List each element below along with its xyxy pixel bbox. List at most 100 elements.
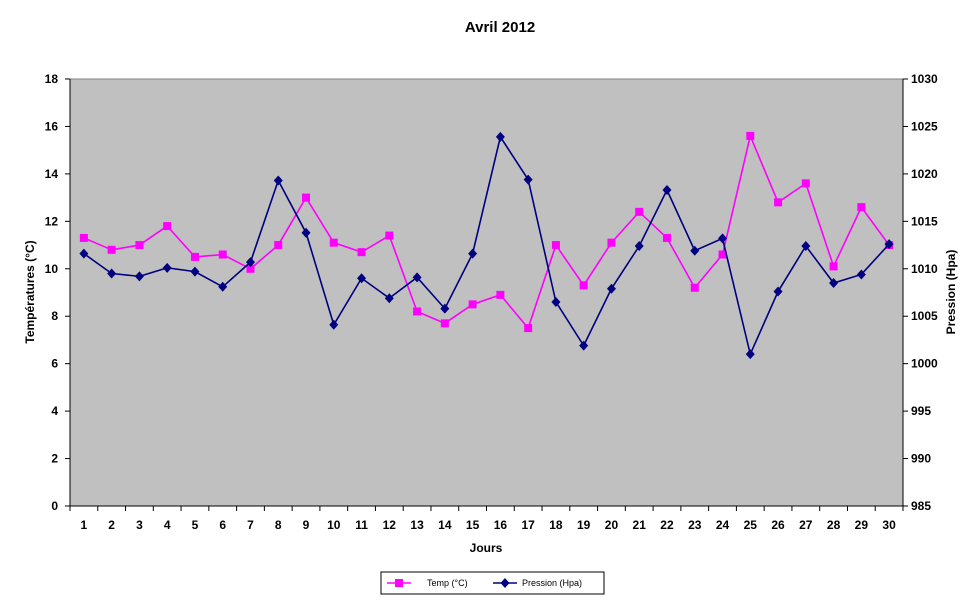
right-tick-label: 1030 (911, 72, 938, 86)
x-tick-label: 22 (660, 518, 674, 532)
x-tick-label: 3 (136, 518, 143, 532)
pressure-point (79, 248, 89, 259)
right-tick-label: 1020 (911, 167, 938, 181)
pressure-point (190, 266, 200, 277)
pressure-point (856, 269, 866, 280)
pressure-point (412, 272, 422, 283)
temperature-point (218, 250, 227, 259)
temperature-point (857, 203, 866, 212)
x-tick-label: 25 (744, 518, 758, 532)
x-tick-label: 30 (882, 518, 896, 532)
right-tick-label: 1015 (911, 214, 938, 228)
right-tick-label: 1005 (911, 309, 938, 323)
x-tick-label: 19 (577, 518, 591, 532)
x-tick-label: 10 (327, 518, 341, 532)
pressure-point (662, 185, 672, 196)
x-tick-label: 18 (549, 518, 563, 532)
pressure-point (523, 174, 533, 185)
series-pressure (79, 131, 894, 360)
pressure-point (718, 233, 728, 244)
x-tick-label: 8 (275, 518, 282, 532)
pressure-point (384, 293, 394, 304)
series-layer (79, 131, 894, 360)
x-tick-label: 9 (303, 518, 310, 532)
x-tick-label: 5 (192, 518, 199, 532)
pressure-line (83, 134, 890, 357)
pressure-point (468, 248, 478, 259)
left-tick-label: 4 (51, 404, 58, 418)
left-tick-label: 18 (45, 72, 59, 86)
legend-temperature-marker (395, 579, 403, 587)
x-tick-label: 12 (383, 518, 397, 532)
temperature-point (190, 252, 199, 261)
temperature-point (413, 307, 422, 316)
right-tick-label: 990 (911, 452, 931, 466)
right-tick-label: 1000 (911, 357, 938, 371)
pressure-point (134, 271, 144, 282)
x-tick-label: 1 (81, 518, 88, 532)
left-tick-label: 10 (45, 262, 59, 276)
temperature-point (107, 245, 116, 254)
pressure-point (690, 245, 700, 256)
right-tick-label: 1010 (911, 262, 938, 276)
temperature-line (83, 133, 890, 330)
right-tick-label: 995 (911, 404, 931, 418)
series-temperature (79, 131, 894, 333)
pressure-point (829, 278, 839, 289)
pressure-point (329, 319, 339, 330)
x-tick-label: 29 (855, 518, 869, 532)
temperature-point (579, 281, 588, 290)
legend-pressure-marker (500, 578, 510, 588)
temperature-point (246, 264, 255, 273)
x-tick-label: 23 (688, 518, 702, 532)
x-tick-label: 17 (521, 518, 535, 532)
left-tick-label: 16 (45, 119, 59, 133)
temperature-point (357, 248, 366, 257)
temperature-point (385, 231, 394, 240)
x-tick-label: 21 (633, 518, 647, 532)
left-tick-label: 14 (45, 167, 59, 181)
legend-box (380, 571, 605, 595)
temperature-point (718, 250, 727, 259)
x-tick-label: 2 (108, 518, 115, 532)
chart-title: Avril 2012 (465, 19, 535, 36)
pressure-point (606, 283, 616, 294)
pressure-point (884, 239, 894, 250)
pressure-point (162, 262, 172, 273)
x-tick-label: 26 (771, 518, 785, 532)
x-tick-label: 6 (219, 518, 226, 532)
temperature-point (524, 324, 533, 333)
temperature-point (774, 198, 783, 207)
temperature-point (468, 300, 477, 309)
temperature-point (135, 241, 144, 250)
left-axis: 0 2 4 6 8 10 12 14 16 18 (45, 72, 71, 513)
temperature-point (163, 222, 172, 231)
pressure-point (245, 257, 255, 268)
x-tick-label: 13 (410, 518, 424, 532)
left-tick-label: 8 (51, 309, 58, 323)
temperature-point (79, 233, 88, 242)
pressure-point (745, 349, 755, 360)
legend: Temp (°C) Pression (Hpa) (380, 571, 605, 595)
pressure-point (551, 296, 561, 307)
pressure-point (634, 241, 644, 252)
left-tick-label: 2 (51, 452, 58, 466)
x-axis-title: Jours (470, 541, 503, 555)
pressure-point (357, 273, 367, 284)
left-tick-label: 0 (51, 499, 58, 513)
temperature-point (635, 207, 644, 216)
y-axis-right-title: Pression (Hpa) (944, 250, 958, 335)
legend-temperature-label: Temp (°C) (427, 578, 468, 588)
pressure-point (301, 227, 311, 238)
left-tick-label: 6 (51, 357, 58, 371)
temperature-point (274, 241, 283, 250)
temperature-point (662, 233, 671, 242)
x-tick-label: 16 (494, 518, 508, 532)
pressure-point (801, 241, 811, 252)
left-tick-label: 12 (45, 214, 59, 228)
legend-pressure-label: Pression (Hpa) (522, 578, 582, 588)
x-tick-label: 7 (247, 518, 254, 532)
x-tick-label: 4 (164, 518, 171, 532)
pressure-point (273, 175, 283, 186)
